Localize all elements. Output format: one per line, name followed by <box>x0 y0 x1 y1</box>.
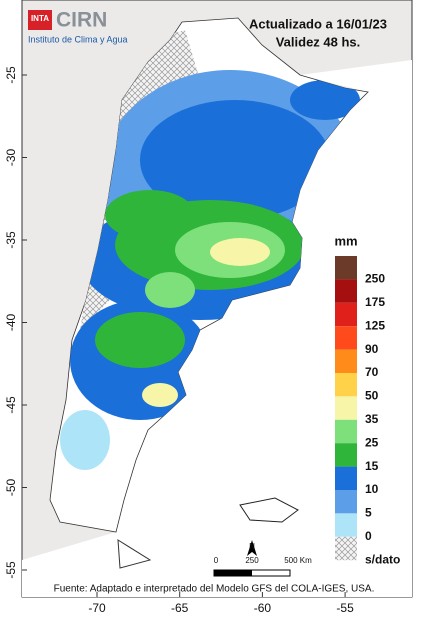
logo-name: CIRN <box>56 9 107 32</box>
logo-badge <box>28 10 52 30</box>
latitude-label: -30 <box>4 149 18 167</box>
tierra-del-fuego <box>117 539 152 569</box>
legend-label: s/dato <box>365 552 400 566</box>
latitude-label: -55 <box>4 561 18 579</box>
legend-swatch <box>335 513 357 537</box>
legend-label: 175 <box>365 295 385 309</box>
legend-swatch <box>335 536 357 561</box>
rain-area <box>290 80 360 120</box>
logo-badge-text: INTA <box>31 14 49 23</box>
legend-label: 90 <box>365 342 379 356</box>
longitude-label: -60 <box>254 601 272 615</box>
legend-label: 15 <box>365 459 379 473</box>
legend-swatch <box>335 326 357 350</box>
latitude-label: -40 <box>4 314 18 332</box>
legend-label: 35 <box>365 412 379 426</box>
legend-swatch <box>335 302 357 327</box>
legend-swatch <box>335 256 357 280</box>
precipitation-field <box>60 30 360 470</box>
legend-label: 70 <box>365 365 379 379</box>
scale-label: 0 <box>214 556 219 565</box>
legend-label: 0 <box>365 529 372 543</box>
legend-label: 5 <box>365 506 372 520</box>
legend-swatch <box>335 349 357 373</box>
longitude-label: -65 <box>171 601 189 615</box>
rain-area <box>95 312 185 368</box>
rain-area <box>210 238 270 266</box>
rain-area <box>142 383 178 407</box>
rain-area <box>140 100 330 220</box>
ocean <box>22 60 412 597</box>
validity: Validez 48 hs. <box>276 34 361 49</box>
north-label: N <box>249 542 255 551</box>
latitude-label: -25 <box>4 66 18 84</box>
latitude-label: -35 <box>4 231 18 249</box>
updated-date: Actualizado a 16/01/23 <box>249 16 387 31</box>
legend-label: 50 <box>365 389 379 403</box>
rain-area <box>145 272 195 308</box>
scale-label: 250 <box>245 556 259 565</box>
legend-swatch <box>335 419 357 444</box>
north-arrow <box>247 540 257 556</box>
legend-swatch <box>335 443 357 467</box>
legend-swatch <box>335 279 357 303</box>
rain-area <box>60 410 110 470</box>
legend-label: 25 <box>365 435 379 449</box>
legend-label: 10 <box>365 482 379 496</box>
longitude-label: -55 <box>336 601 354 615</box>
scale-bar-segment <box>214 570 252 576</box>
legend-swatch <box>335 490 357 514</box>
longitude-label: -70 <box>88 601 106 615</box>
malvinas <box>239 497 299 523</box>
legend-label: 125 <box>365 318 385 332</box>
rain-area <box>105 190 195 240</box>
legend-unit: mm <box>334 233 357 248</box>
legend-label: 250 <box>365 272 385 286</box>
latitude-label: -50 <box>4 479 18 497</box>
legend-swatch <box>335 396 357 420</box>
scale-label: 500 Km <box>284 556 312 565</box>
legend-swatch <box>335 466 357 490</box>
latitude-label: -45 <box>4 396 18 414</box>
source-note: Fuente: Adaptado e interpretado del Mode… <box>54 584 375 595</box>
legend-swatch <box>335 373 357 397</box>
institute: Instituto de Clima y Agua <box>28 34 128 44</box>
